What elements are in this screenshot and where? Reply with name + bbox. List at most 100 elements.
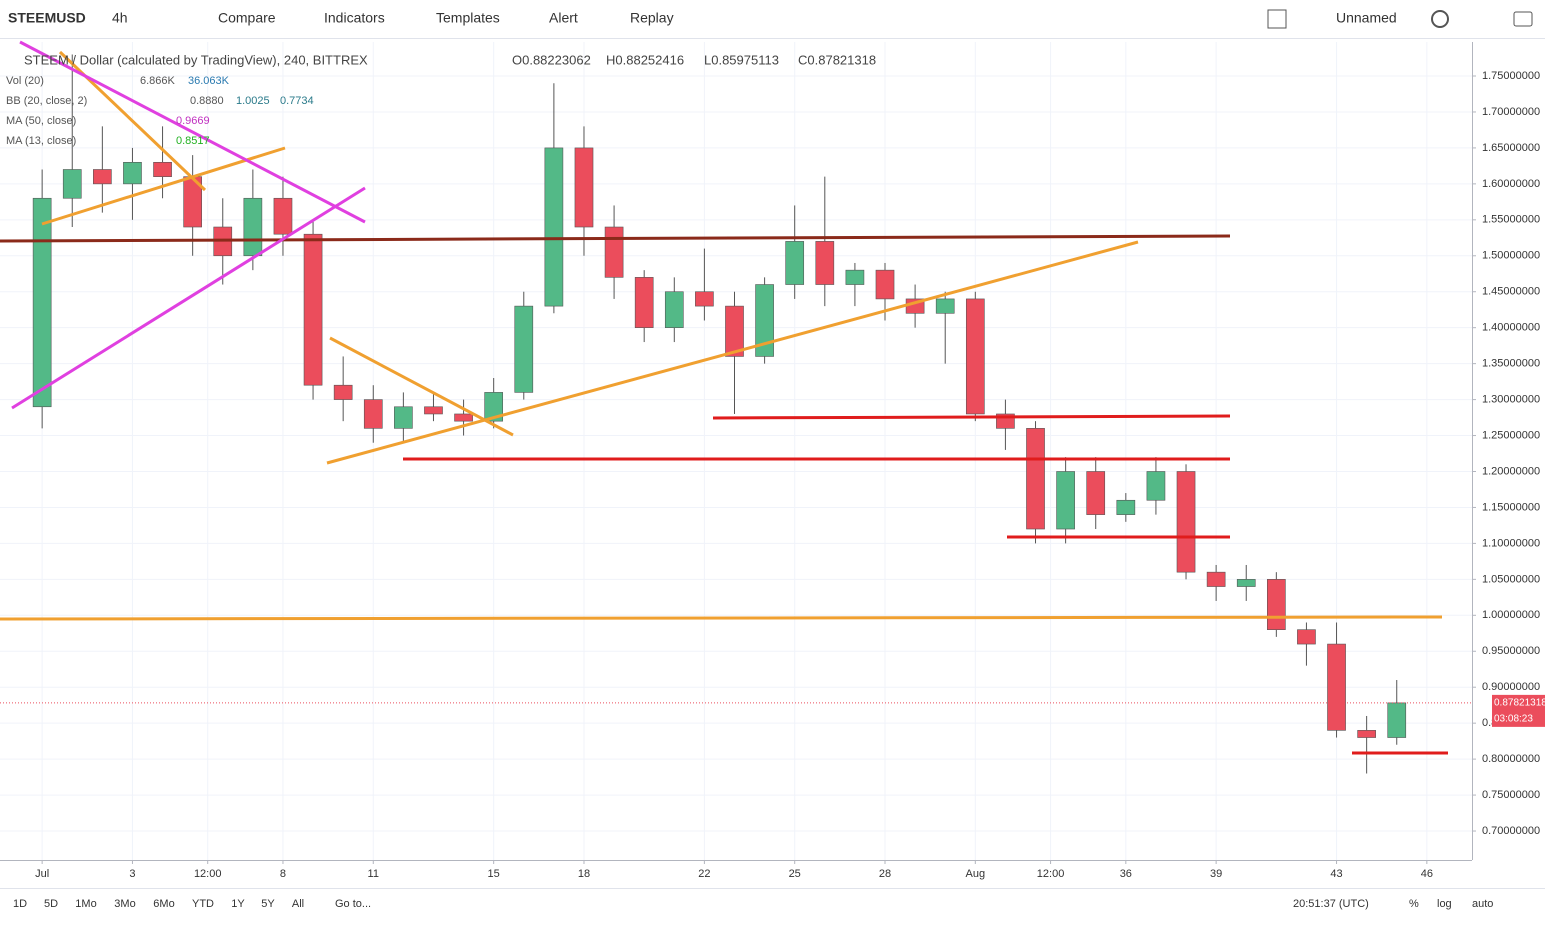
y-tick-label: 0.75000000 (1482, 789, 1540, 801)
x-tick-label: 28 (879, 868, 891, 880)
x-tick-label: 25 (789, 868, 801, 880)
series-title: STEEM / Dollar (calculated by TradingVie… (24, 52, 368, 67)
indicator-name: MA (50, close) (6, 115, 76, 127)
candle-body (454, 413, 473, 422)
candle-body (965, 298, 985, 415)
range-button[interactable]: YTD (192, 898, 214, 910)
layout-name[interactable]: Unnamed (1336, 10, 1397, 26)
indicator-value: 0.9669 (176, 115, 210, 127)
percent-toggle[interactable]: % (1409, 898, 1419, 910)
ohlc-open: O0.88223062 (512, 52, 591, 67)
trendline (0, 615, 1443, 621)
y-tick-label: 1.70000000 (1482, 106, 1540, 118)
candle-body (785, 241, 805, 285)
candle-body (62, 169, 82, 199)
auto-toggle[interactable]: auto (1472, 898, 1493, 910)
y-tick-label: 0.95000000 (1482, 645, 1540, 657)
indicator-value: 1.0025 (236, 95, 270, 107)
ohlc-low: L0.85975113 (704, 52, 779, 67)
candle-body (333, 384, 353, 400)
y-tick-label: 1.65000000 (1482, 142, 1540, 154)
candle-body (1327, 643, 1346, 731)
trendline (19, 40, 366, 224)
indicator-name: Vol (20) (6, 75, 44, 87)
candle-body (243, 197, 263, 257)
trendline (0, 234, 1231, 243)
y-tick-label: 1.00000000 (1482, 609, 1540, 621)
range-button[interactable]: All (292, 898, 304, 910)
range-button[interactable]: 1D (13, 898, 27, 910)
trendline (326, 240, 1139, 465)
y-tick-label: 0.90000000 (1482, 681, 1540, 693)
y-tick-label: 1.50000000 (1482, 250, 1540, 262)
indicator-name: BB (20, close, 2) (6, 95, 87, 107)
x-tick-label: 39 (1210, 868, 1222, 880)
log-toggle[interactable]: log (1437, 898, 1452, 910)
candle-body (544, 147, 564, 307)
y-tick-label: 1.55000000 (1482, 214, 1540, 226)
candle-body (273, 197, 293, 235)
settings-icon[interactable] (1431, 10, 1449, 28)
range-button[interactable]: 3Mo (114, 898, 135, 910)
y-tick-label: 1.10000000 (1482, 537, 1540, 549)
trendline (329, 336, 514, 437)
countdown: 03:08:23 (1494, 714, 1533, 725)
candle-body (1086, 471, 1106, 515)
x-tick-label: 46 (1421, 868, 1433, 880)
candle-body (93, 169, 112, 185)
x-tick-label: 43 (1330, 868, 1342, 880)
candle-body (634, 277, 654, 328)
trendline (11, 186, 366, 410)
range-button[interactable]: 5Y (261, 898, 275, 910)
templates-button[interactable]: Templates (436, 10, 500, 26)
drawings (0, 40, 1448, 755)
candle-body (32, 197, 52, 408)
y-tick-label: 0.80000000 (1482, 753, 1540, 765)
y-tick-label: 1.60000000 (1482, 178, 1540, 190)
x-tick-label: 11 (368, 868, 379, 880)
x-tick-label: Jul (35, 868, 49, 880)
legend: STEEM / Dollar (calculated by TradingVie… (6, 52, 876, 146)
candle-body (1146, 471, 1166, 501)
x-tick-label: 8 (280, 868, 286, 880)
range-button[interactable]: 6Mo (153, 898, 174, 910)
last-price-label: 0.87821318 (1494, 698, 1545, 709)
indicators-button[interactable]: Indicators (324, 10, 385, 26)
alert-button[interactable]: Alert (549, 10, 578, 26)
x-tick-label: 36 (1120, 868, 1132, 880)
candle-body (725, 305, 744, 357)
candle-body (935, 298, 955, 314)
candle-body (845, 269, 865, 285)
replay-button[interactable]: Replay (630, 10, 674, 26)
indicator-value: 0.8880 (190, 95, 224, 107)
symbol[interactable]: STEEMUSD (8, 10, 86, 26)
y-tick-label: 1.40000000 (1482, 322, 1540, 334)
candle-body (664, 291, 684, 328)
interval[interactable]: 4h (112, 10, 128, 26)
range-button[interactable]: 1Y (231, 898, 245, 910)
candle-body (394, 406, 413, 429)
indicator-value: 0.7734 (280, 95, 314, 107)
trendline (712, 414, 1231, 420)
toolbar (0, 0, 1545, 38)
compare-button[interactable]: Compare (218, 10, 276, 26)
candle-body (484, 392, 504, 422)
plot-area: 0.700000000.750000000.800000000.85000000… (0, 42, 1545, 880)
candle-body (363, 399, 383, 429)
candle-body (1026, 428, 1045, 530)
x-tick-label: 22 (698, 868, 710, 880)
candle-body (153, 161, 172, 177)
range-button[interactable]: 1Mo (75, 898, 96, 910)
ohlc-high: H0.88252416 (606, 52, 684, 67)
y-tick-label: 1.45000000 (1482, 286, 1540, 298)
candle-body (514, 305, 534, 393)
snapshot-icon[interactable] (1513, 11, 1533, 27)
fullscreen-icon[interactable] (1267, 9, 1287, 29)
candle-body (1116, 499, 1136, 515)
goto-button[interactable]: Go to... (335, 898, 371, 910)
x-tick-label: 12:00 (1037, 868, 1065, 880)
y-tick-label: 1.05000000 (1482, 573, 1540, 585)
range-button[interactable]: 5D (44, 898, 58, 910)
candle-body (815, 241, 835, 285)
